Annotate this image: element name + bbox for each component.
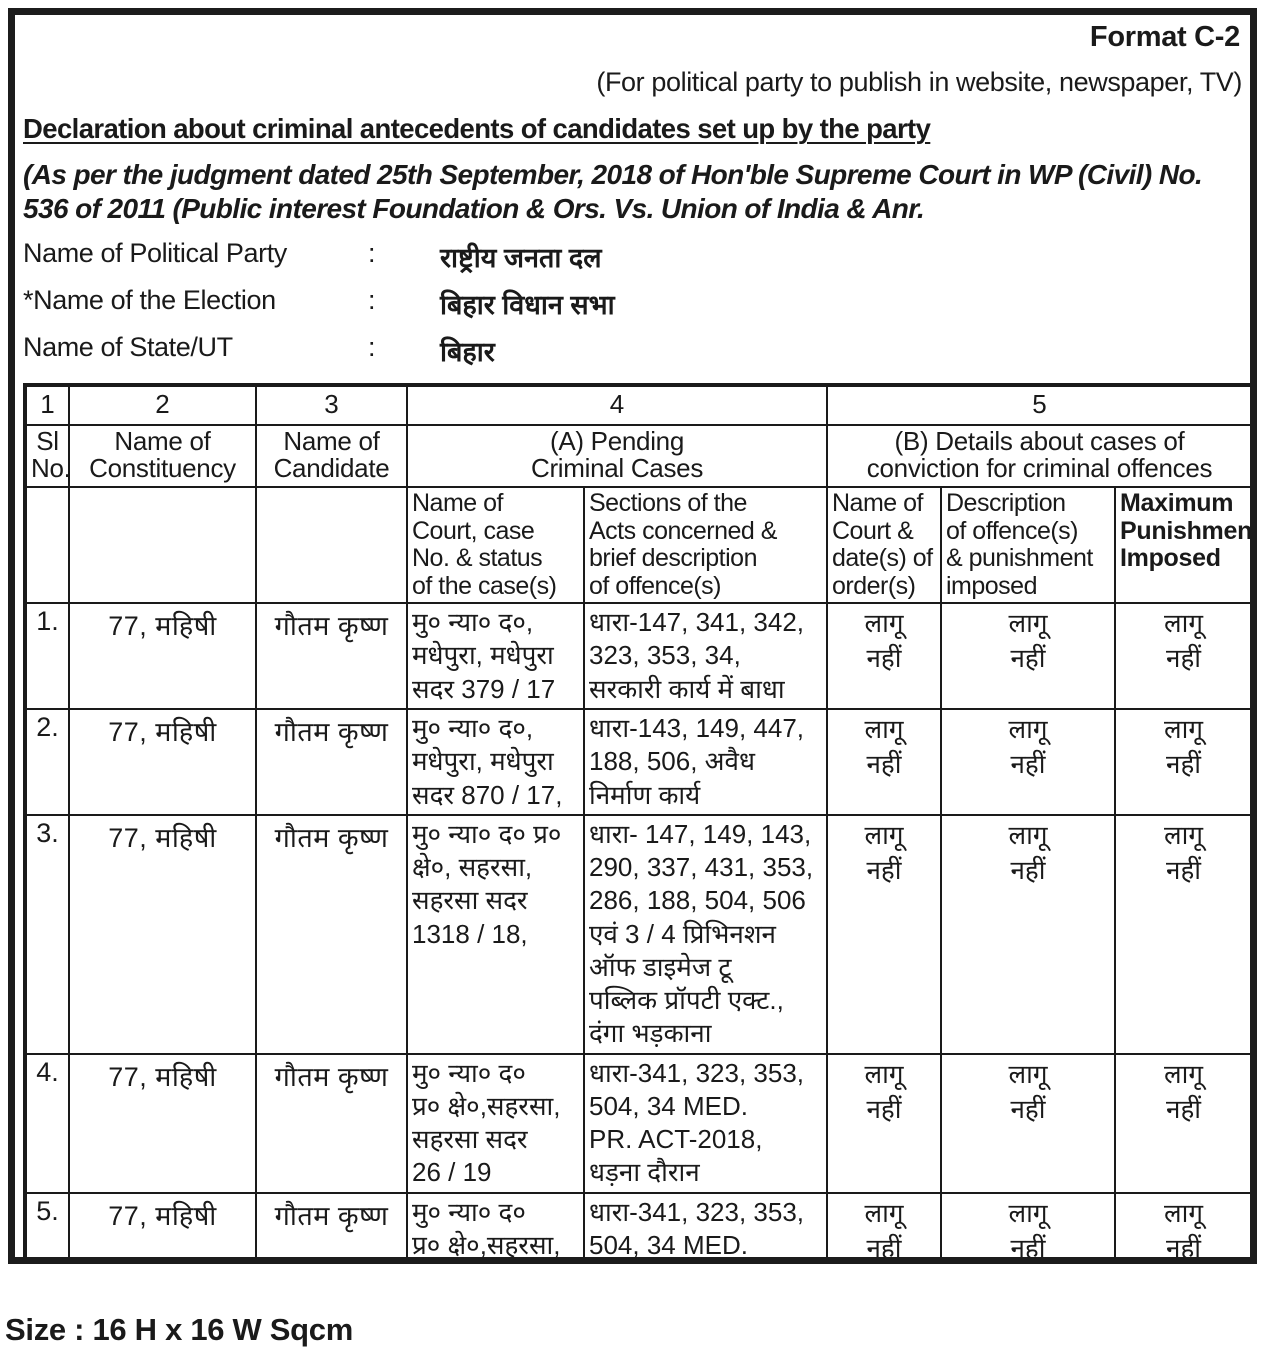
- field-election: *Name of the Election : बिहार विधान सभा: [21, 280, 1244, 327]
- cell-constituency: 77, महिषी: [68, 707, 257, 816]
- document-border: Format C-2 (For political party to publi…: [8, 8, 1257, 1264]
- cell-max-punishment: लागू नहीं: [1113, 602, 1250, 710]
- table-row: 1. 77, महिषी गौतम कृष्ण मु० न्या० द०, मध…: [24, 602, 1250, 710]
- subheader-row: Name of Court, case No. & status of the …: [24, 486, 1250, 605]
- cell-max-punishment: लागू नहीं: [1113, 813, 1250, 1055]
- cell-candidate: गौतम कृष्ण: [255, 1191, 408, 1257]
- cell-max-punishment: लागू नहीं: [1113, 1052, 1250, 1194]
- subheader-max-punishment: Maximum Punishment Imposed: [1113, 486, 1250, 605]
- cell-court-case: मु० न्या० द० प्र० क्षे०,सहरसा, सहरसा सदर…: [406, 1191, 585, 1257]
- size-note: Size : 16 H x 16 W Sqcm: [5, 1312, 354, 1347]
- field-value: बिहार: [440, 337, 495, 368]
- table-row: 5. 77, महिषी गौतम कृष्ण मु० न्या० द० प्र…: [24, 1191, 1250, 1257]
- table-row: 3. 77, महिषी गौतम कृष्ण मु० न्या० द० प्र…: [24, 813, 1250, 1055]
- field-separator: :: [368, 285, 376, 316]
- field-separator: :: [368, 238, 376, 269]
- page-title: Declaration about criminal antecedents o…: [23, 113, 931, 144]
- subheader-sections: Sections of the Acts concerned & brief d…: [583, 486, 828, 605]
- cell-conviction-court: लागू नहीं: [826, 707, 942, 816]
- col-number-2: 2: [68, 384, 257, 427]
- subheader-court-case: Name of Court, case No. & status of the …: [406, 486, 585, 605]
- format-label: Format C-2: [1089, 21, 1240, 53]
- cell-conviction-description: लागू नहीं: [940, 1191, 1116, 1257]
- field-political-party: Name of Political Party : राष्ट्रीय जनता…: [21, 233, 1244, 280]
- cell-sections: धारा-341, 323, 353, 504, 34 MED. PR. ACT…: [583, 1052, 828, 1194]
- header-pending-cases: (A) Pending Criminal Cases: [406, 424, 828, 489]
- empty-cell: [68, 486, 257, 605]
- cell-court-case: मु० न्या० द० प्र० क्षे०,सहरसा, सहरसा सदर…: [406, 1052, 585, 1194]
- cell-max-punishment: लागू नहीं: [1113, 1191, 1250, 1257]
- publish-note: (For political party to publish in websi…: [596, 67, 1242, 97]
- col-number-1: 1: [24, 384, 70, 427]
- field-value: बिहार विधान सभा: [440, 290, 615, 321]
- table-row: 4. 77, महिषी गौतम कृष्ण मु० न्या० द० प्र…: [24, 1052, 1250, 1194]
- cell-sl-no: 2.: [24, 707, 70, 816]
- cell-court-case: मु० न्या० द० प्र० क्षे०, सहरसा, सहरसा सद…: [406, 813, 585, 1055]
- field-separator: :: [368, 332, 376, 363]
- header-conviction-cases: (B) Details about cases of conviction fo…: [825, 424, 1250, 489]
- cell-constituency: 77, महिषी: [68, 1191, 257, 1257]
- header-constituency: Name of Constituency: [68, 424, 257, 489]
- empty-cell: [24, 486, 70, 605]
- cell-constituency: 77, महिषी: [68, 1052, 257, 1194]
- cell-candidate: गौतम कृष्ण: [255, 813, 408, 1055]
- cell-sl-no: 3.: [24, 813, 70, 1055]
- cell-constituency: 77, महिषी: [68, 813, 257, 1055]
- cell-conviction-description: लागू नहीं: [940, 707, 1116, 816]
- cell-candidate: गौतम कृष्ण: [255, 707, 408, 816]
- cell-conviction-description: लागू नहीं: [940, 602, 1116, 710]
- cell-constituency: 77, महिषी: [68, 602, 257, 710]
- subheader-conviction-court: Name of Court & date(s) of order(s): [826, 486, 942, 605]
- field-label: Name of State/UT: [23, 332, 233, 363]
- cell-conviction-court: लागू नहीं: [826, 602, 942, 710]
- cell-conviction-description: लागू नहीं: [940, 1052, 1116, 1194]
- cell-conviction-court: लागू नहीं: [826, 1191, 942, 1257]
- field-label: Name of Political Party: [23, 238, 287, 269]
- col-number-3: 3: [255, 384, 408, 427]
- cell-sections: धारा-143, 149, 447, 188, 506, अवैध निर्म…: [583, 707, 828, 816]
- subheader-conviction-description: Description of offence(s) & punishment i…: [940, 486, 1116, 605]
- cell-sections: धारा- 147, 149, 143, 290, 337, 431, 353,…: [583, 813, 828, 1055]
- cell-sections: धारा-147, 341, 342, 323, 353, 34, सरकारी…: [583, 602, 828, 710]
- header-candidate: Name of Candidate: [255, 424, 408, 489]
- header-row: Sl No. Name of Constituency Name of Cand…: [24, 424, 1250, 489]
- header-sl-no: Sl No.: [24, 424, 71, 489]
- column-number-row: 1 2 3 4 5: [24, 384, 1250, 427]
- cell-sl-no: 5.: [24, 1191, 70, 1257]
- cell-sections: धारा-341, 323, 353, 504, 34 MED. PR. ACT…: [583, 1191, 828, 1257]
- cell-max-punishment: लागू नहीं: [1113, 707, 1250, 816]
- cell-conviction-court: लागू नहीं: [826, 1052, 942, 1194]
- cell-conviction-court: लागू नहीं: [826, 813, 942, 1055]
- cell-court-case: मु० न्या० द०, मधेपुरा, मधेपुरा सदर 870 /…: [406, 707, 585, 816]
- cell-conviction-description: लागू नहीं: [940, 813, 1116, 1055]
- judgment-note: (As per the judgment dated 25th Septembe…: [23, 159, 1203, 224]
- cell-sl-no: 1.: [24, 602, 70, 710]
- cell-candidate: गौतम कृष्ण: [255, 1052, 408, 1194]
- empty-cell: [255, 486, 408, 605]
- header-fields: Name of Political Party : राष्ट्रीय जनता…: [21, 233, 1244, 374]
- table-row: 2. 77, महिषी गौतम कृष्ण मु० न्या० द०, मध…: [24, 707, 1250, 816]
- cell-sl-no: 4.: [24, 1052, 70, 1194]
- field-value: राष्ट्रीय जनता दल: [440, 243, 602, 274]
- col-number-4: 4: [406, 384, 828, 427]
- field-label: *Name of the Election: [23, 285, 276, 316]
- field-state-ut: Name of State/UT : बिहार: [21, 327, 1244, 374]
- col-number-5: 5: [825, 384, 1250, 427]
- candidates-table: 1 2 3 4 5 Sl No. Name of Constituency Na…: [23, 383, 1250, 1257]
- cell-candidate: गौतम कृष्ण: [255, 602, 408, 710]
- cell-court-case: मु० न्या० द०, मधेपुरा, मधेपुरा सदर 379 /…: [406, 602, 585, 710]
